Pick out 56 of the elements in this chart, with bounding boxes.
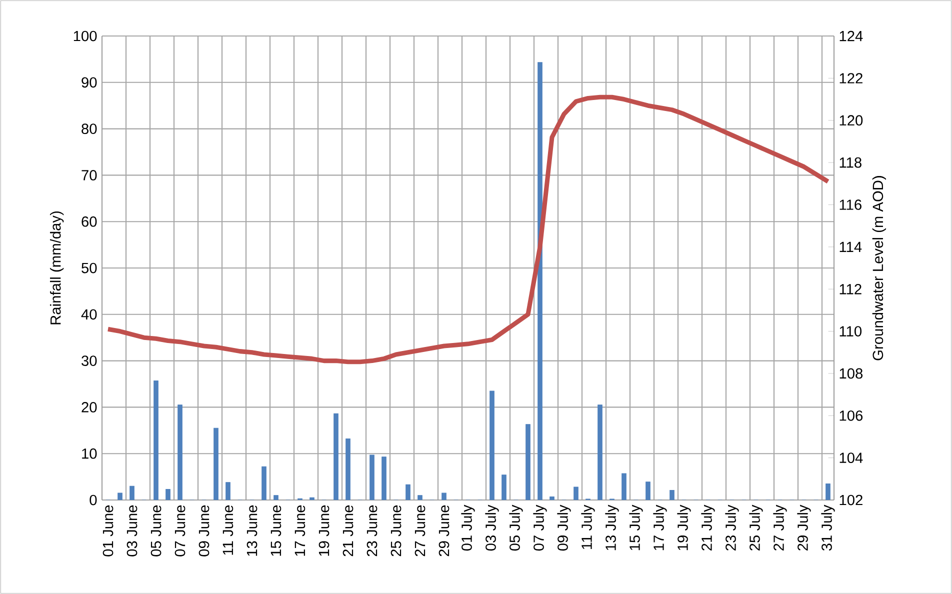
y2-tick-label: 118	[840, 157, 862, 168]
y2-tick-label: 124	[840, 30, 863, 42]
x-tick-label: 05 June	[150, 505, 162, 556]
x-tick-label: 13 June	[246, 505, 258, 556]
x-tick-label: 03 June	[126, 505, 138, 556]
y2-tick-label: 102	[840, 494, 862, 506]
y-tick-label: 70	[82, 170, 97, 180]
x-tick-label: 11 June	[222, 505, 234, 555]
y2-tick-label: 110	[840, 326, 862, 336]
y-tick-label: 80	[82, 124, 97, 134]
y-tick-label: 30	[82, 356, 97, 366]
x-tick-label: 05 July	[509, 504, 523, 551]
x-tick-label: 09 July	[557, 504, 571, 551]
x-tick-label: 27 July	[773, 504, 787, 550]
x-tick-label: 29 July	[797, 504, 811, 550]
x-tick-label: 03 July	[485, 504, 499, 551]
y2-tick-label: 104	[840, 452, 863, 464]
y2-tick-label: 114	[840, 242, 862, 252]
x-tick-label: 21 July	[701, 504, 715, 550]
y-axis-title: Rainfall (mm/day)	[50, 211, 64, 324]
y2-tick-label: 122	[840, 73, 862, 84]
y-tick-label: 100	[74, 30, 97, 42]
x-tick-label: 01 July	[461, 504, 475, 551]
x-tick-label: 07 July	[533, 504, 547, 551]
x-tick-label: 07 June	[174, 505, 186, 556]
x-tick-label: 23 June	[366, 505, 378, 556]
y-tick-label: 0	[90, 494, 97, 506]
x-tick-label: 17 July	[653, 504, 667, 550]
x-tick-label: 15 June	[270, 505, 282, 556]
x-tick-label: 25 June	[390, 505, 402, 556]
x-tick-label: 21 June	[342, 505, 354, 556]
x-tick-label: 29 June	[438, 505, 450, 556]
x-tick-label: 17 June	[294, 505, 306, 556]
x-tick-label: 15 July	[629, 504, 643, 550]
y2-tick-label: 120	[840, 115, 863, 126]
y2-tick-label: 116	[840, 200, 862, 210]
x-tick-label: 09 June	[198, 505, 210, 556]
x-tick-label: 23 July	[725, 504, 739, 550]
y-tick-label: 60	[82, 216, 97, 227]
y-tick-label: 10	[82, 448, 97, 459]
y2-axis-title: Groundwater Level (m AOD)	[872, 176, 886, 360]
y-tick-label: 50	[82, 262, 97, 274]
y2-tick-label: 112	[840, 284, 862, 294]
x-tick-label: 25 July	[749, 504, 763, 550]
y-tick-label: 90	[82, 77, 97, 88]
x-tick-label: 19 July	[677, 504, 691, 550]
x-tick-label: 11 July	[581, 504, 595, 549]
x-tick-label: 31 July	[821, 504, 835, 551]
y-tick-label: 20	[82, 402, 97, 412]
x-tick-label: 01 June	[102, 505, 114, 556]
x-tick-label: 13 July	[605, 504, 619, 550]
x-tick-label: 27 June	[414, 505, 426, 556]
y2-tick-label: 108	[840, 368, 863, 379]
x-tick-label: 19 June	[318, 505, 330, 556]
y-tick-label: 40	[81, 309, 97, 320]
y2-tick-label: 106	[840, 410, 863, 421]
